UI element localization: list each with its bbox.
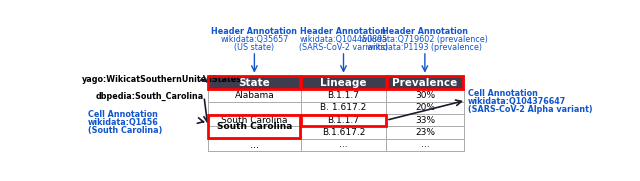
Text: ...: ...: [339, 140, 348, 150]
Text: 30%: 30%: [415, 91, 435, 100]
Text: 33%: 33%: [415, 116, 435, 125]
Text: ...: ...: [250, 140, 259, 150]
Text: wikidata:Q719602 (prevalence): wikidata:Q719602 (prevalence): [362, 35, 488, 44]
Text: (US state): (US state): [234, 43, 275, 52]
Text: Lineage: Lineage: [320, 77, 367, 88]
Text: 20%: 20%: [415, 104, 435, 112]
Text: wikidata:Q104450895: wikidata:Q104450895: [300, 35, 388, 44]
Bar: [208, 115, 301, 138]
Text: B.1.1.7: B.1.1.7: [328, 116, 360, 125]
Bar: [208, 76, 301, 89]
Text: State: State: [239, 77, 270, 88]
Text: B.1.617.2: B.1.617.2: [322, 128, 365, 137]
Text: ...: ...: [420, 140, 429, 150]
Text: Header Annotation: Header Annotation: [211, 27, 298, 36]
Text: wikidata:Q104376647: wikidata:Q104376647: [467, 97, 566, 106]
Text: (SARS-CoV-2 variants): (SARS-CoV-2 variants): [299, 43, 388, 52]
Bar: [301, 76, 386, 89]
Text: Alabama: Alabama: [234, 91, 275, 100]
Text: yago:WikicatSouthernUnitedStates: yago:WikicatSouthernUnitedStates: [81, 75, 241, 84]
Text: B.1.1.7: B.1.1.7: [328, 91, 360, 100]
Bar: [301, 115, 386, 126]
Text: Cell Annotation: Cell Annotation: [88, 110, 157, 119]
Bar: [386, 76, 463, 89]
Text: Cell Annotation: Cell Annotation: [467, 89, 538, 98]
Text: wikidata:Q1456: wikidata:Q1456: [88, 118, 159, 127]
Bar: [208, 76, 301, 89]
Text: wikidata:Q35657: wikidata:Q35657: [220, 35, 289, 44]
Text: (SARS-CoV-2 Alpha variant): (SARS-CoV-2 Alpha variant): [467, 105, 592, 114]
Text: Header Annotation: Header Annotation: [382, 27, 468, 36]
Text: South Carolina: South Carolina: [217, 122, 292, 131]
Text: Header Annotation: Header Annotation: [301, 27, 387, 36]
Bar: [387, 76, 463, 89]
Text: dbpedia:South_Carolina: dbpedia:South_Carolina: [95, 92, 204, 101]
Text: B. 1.617.2: B. 1.617.2: [321, 104, 367, 112]
Text: wikidata:P1193 (prevalence): wikidata:P1193 (prevalence): [367, 43, 483, 52]
Text: 23%: 23%: [415, 128, 435, 137]
Bar: [301, 76, 386, 89]
Text: (South Carolina): (South Carolina): [88, 126, 162, 135]
Text: Prevalence: Prevalence: [392, 77, 458, 88]
Text: South Carolina: South Carolina: [221, 116, 287, 125]
